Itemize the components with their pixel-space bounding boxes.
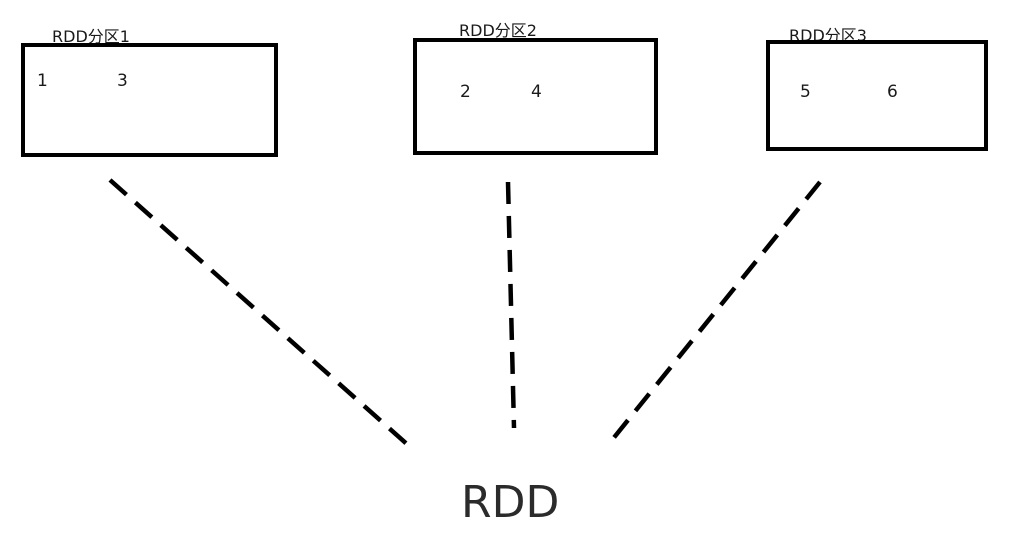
- partition-3-label: RDD分区3: [789, 26, 867, 45]
- partition-2-element-1: 2: [460, 82, 471, 102]
- partition-1-element-2: 3: [117, 71, 128, 91]
- partition-1-box: 1 3: [21, 43, 278, 157]
- partition-1-element-1: 1: [37, 71, 48, 91]
- partition-2-box: 2 4: [413, 38, 658, 155]
- partition-1-label: RDD分区1: [52, 27, 130, 46]
- rdd-label: RDD: [461, 477, 560, 528]
- partition-2-element-2: 4: [531, 82, 542, 102]
- link-partition-1: [108, 178, 410, 447]
- link-partition-3: [610, 180, 822, 442]
- partition-3-box: 5 6: [766, 40, 988, 151]
- partition-2-label: RDD分区2: [459, 21, 537, 40]
- partition-3-element-1: 5: [800, 82, 811, 102]
- link-partition-2: [505, 181, 517, 429]
- partition-3-element-2: 6: [887, 82, 898, 102]
